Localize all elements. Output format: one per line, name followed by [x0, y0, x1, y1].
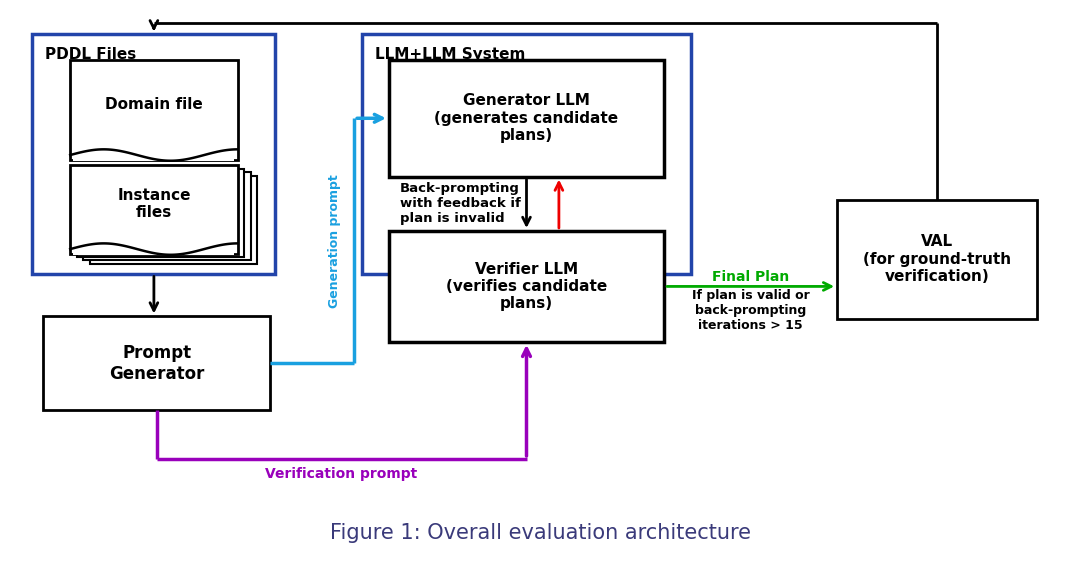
Text: PDDL Files: PDDL Files	[45, 47, 136, 62]
FancyBboxPatch shape	[389, 60, 664, 177]
FancyBboxPatch shape	[73, 245, 234, 255]
FancyBboxPatch shape	[73, 151, 234, 161]
FancyBboxPatch shape	[837, 200, 1037, 319]
FancyBboxPatch shape	[77, 169, 244, 257]
FancyBboxPatch shape	[43, 316, 270, 410]
Text: VAL
(for ground-truth
verification): VAL (for ground-truth verification)	[863, 234, 1011, 284]
FancyBboxPatch shape	[389, 231, 664, 342]
Text: Prompt
Generator: Prompt Generator	[109, 344, 204, 383]
Text: Generation prompt: Generation prompt	[328, 174, 341, 308]
FancyBboxPatch shape	[70, 165, 238, 254]
Text: Verifier LLM
(verifies candidate
plans): Verifier LLM (verifies candidate plans)	[446, 262, 607, 311]
Text: If plan is valid or
back-prompting
iterations > 15: If plan is valid or back-prompting itera…	[691, 289, 810, 332]
Text: Instance
files: Instance files	[117, 188, 191, 220]
Text: Final Plan: Final Plan	[712, 270, 789, 283]
FancyBboxPatch shape	[83, 172, 251, 260]
FancyBboxPatch shape	[70, 60, 238, 160]
FancyBboxPatch shape	[32, 34, 275, 274]
Text: Verification prompt: Verification prompt	[266, 467, 418, 482]
Text: LLM+LLM System: LLM+LLM System	[375, 47, 525, 62]
Text: Generator LLM
(generates candidate
plans): Generator LLM (generates candidate plans…	[434, 93, 619, 143]
Text: Figure 1: Overall evaluation architecture: Figure 1: Overall evaluation architectur…	[329, 523, 751, 543]
FancyBboxPatch shape	[362, 34, 691, 274]
Text: Back-prompting
with feedback if
plan is invalid: Back-prompting with feedback if plan is …	[400, 182, 521, 225]
FancyBboxPatch shape	[90, 176, 257, 264]
Text: Domain file: Domain file	[105, 96, 203, 112]
